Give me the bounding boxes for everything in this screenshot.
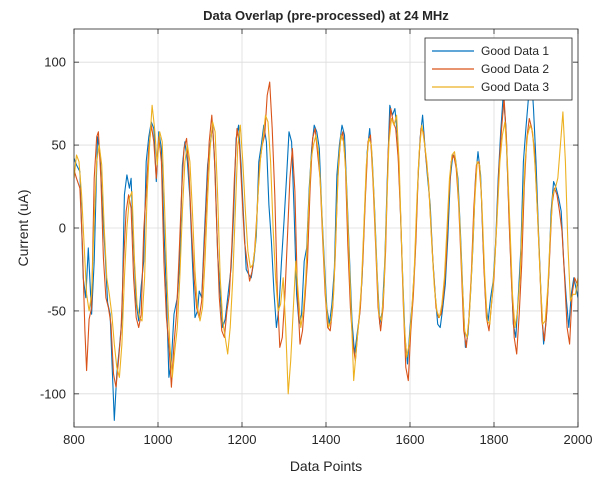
- legend-label-2: Good Data 2: [481, 62, 549, 76]
- series-line-3: [74, 104, 578, 395]
- x-tick-label: 1000: [144, 432, 173, 447]
- x-tick-label: 800: [63, 432, 85, 447]
- x-tick-label: 1400: [312, 432, 341, 447]
- y-tick-label: 50: [52, 138, 66, 153]
- y-tick-label: -50: [47, 303, 66, 318]
- legend: Good Data 1 Good Data 2 Good Data 3: [424, 37, 573, 101]
- x-tick-label: 1600: [396, 432, 425, 447]
- tick-marks: [73, 29, 579, 427]
- tick-labels: 800 1000 1200 1400 1600 1800 2000 100 50 0 -50 -100: [40, 55, 592, 447]
- x-tick-label: 1800: [480, 432, 509, 447]
- chart-title: Data Overlap (pre-processed) at 24 MHz: [203, 8, 449, 23]
- x-axis-label: Data Points: [290, 458, 362, 474]
- legend-label-1: Good Data 1: [481, 44, 549, 58]
- y-tick-label: -100: [40, 386, 66, 401]
- series-layer: [74, 68, 578, 421]
- x-tick-label: 1200: [228, 432, 257, 447]
- legend-label-3: Good Data 3: [481, 80, 549, 94]
- y-tick-label: 0: [59, 221, 66, 236]
- y-axis-label: Current (uA): [15, 189, 31, 266]
- x-tick-label: 2000: [564, 432, 593, 447]
- y-tick-label: 100: [44, 55, 66, 70]
